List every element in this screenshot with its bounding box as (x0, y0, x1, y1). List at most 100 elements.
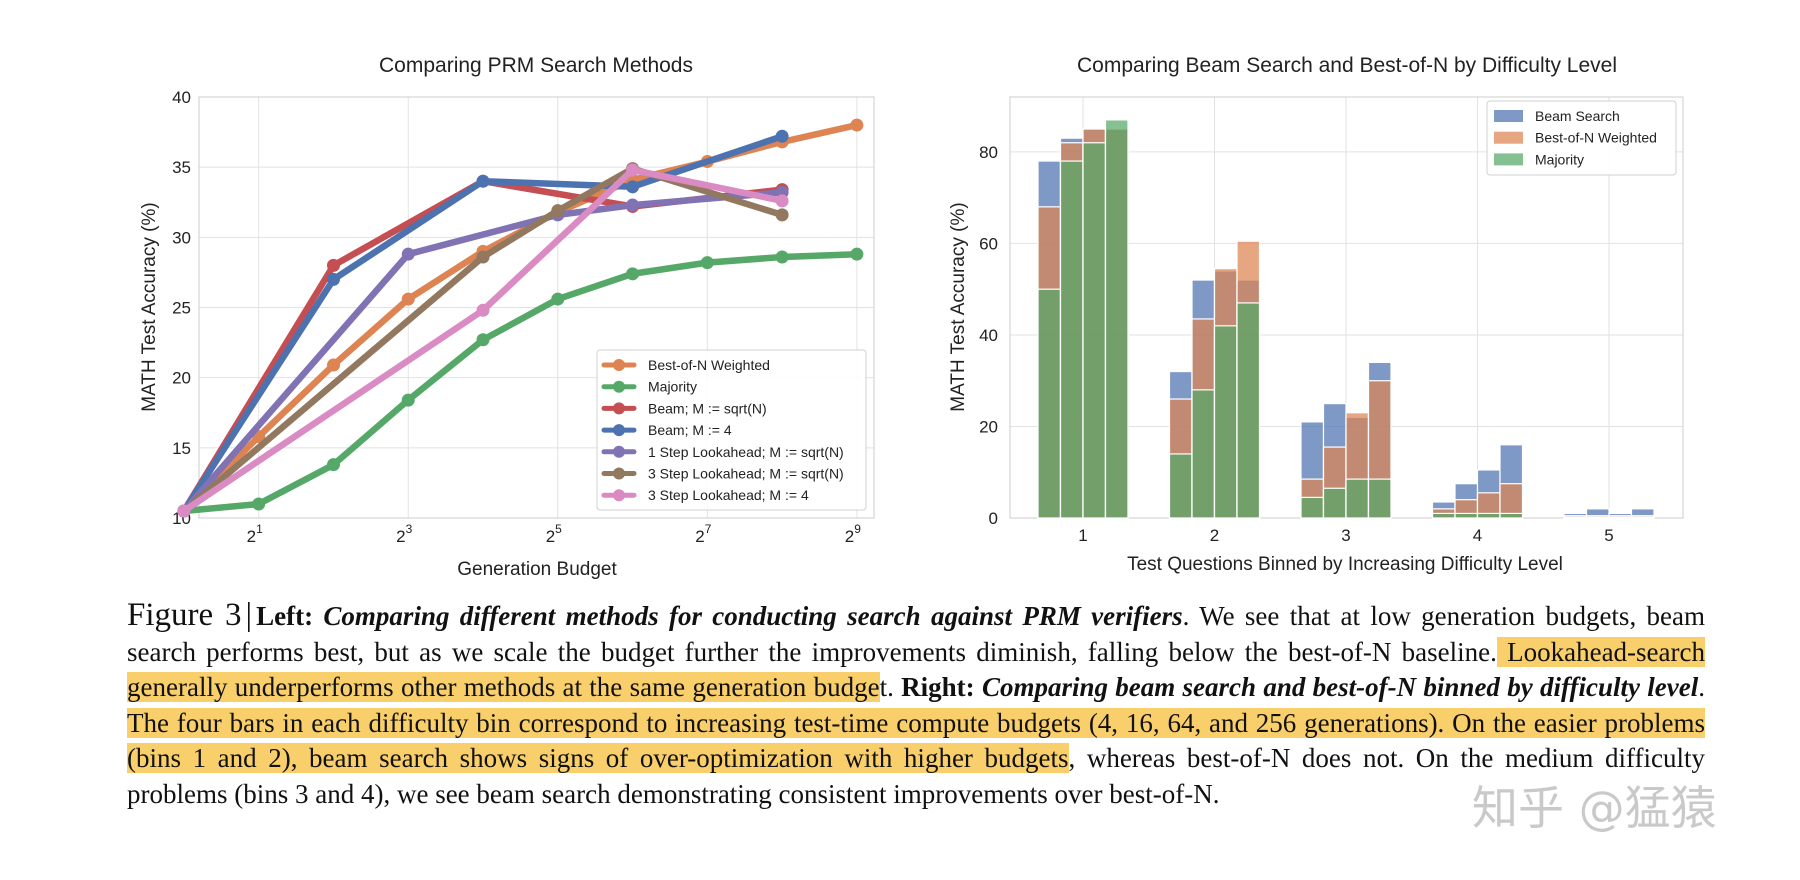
data-point-beam-m-sqrt-n (326, 258, 340, 272)
right-x-tick-label: 2 (1210, 526, 1219, 545)
series-majority (177, 247, 864, 518)
series-3-step-lookahead-m-sqrt-n (177, 162, 789, 518)
caption-sentence-2-tail: t. (879, 672, 902, 702)
data-point-3-step-lookahead-m-4 (626, 163, 640, 177)
bar-majority (1585, 516, 1610, 519)
right-y-tick-label: 40 (979, 326, 998, 345)
bar-majority (1563, 516, 1588, 519)
caption-figure-number: Figure 3 (127, 597, 242, 633)
legend-label-best-of-n-weighted: Best-of-N Weighted (648, 357, 770, 373)
caption-separator: | (245, 597, 253, 633)
legend-swatch-majority (1494, 153, 1523, 166)
data-point-best-of-n-weighted (850, 118, 864, 132)
data-point-1-step-lookahead-m-sqrt-n (401, 247, 415, 261)
legend-label-majority: Majority (1535, 151, 1584, 167)
right-y-axis-label: MATH Test Accuracy (%) (948, 202, 969, 411)
legend-marker-3-step-lookahead-m-sqrt-n (613, 467, 625, 480)
caption-right-label: Right: (901, 672, 975, 702)
data-point-majority (775, 250, 789, 264)
caption-sentence-5: , whereas best-of-N does not. On the med… (127, 743, 1705, 809)
legend-marker-majority (613, 380, 625, 393)
right-x-tick-label: 4 (1473, 526, 1482, 545)
left-y-tick-label: 20 (172, 369, 191, 388)
right-x-tick-label: 1 (1078, 526, 1087, 545)
caption-highlight-four-bars: The four bars in each difficulty bin cor… (127, 707, 1445, 738)
right-bars (1037, 119, 1655, 519)
bar-majority (1168, 453, 1193, 519)
right-y-tick-label: 80 (979, 143, 998, 162)
data-point-3-step-lookahead-m-sqrt-n (476, 250, 490, 264)
right-x-tick-label: 5 (1604, 526, 1613, 545)
right-x-tick-label: 3 (1341, 526, 1350, 545)
data-point-majority (401, 393, 415, 407)
bar-majority (1608, 516, 1633, 519)
data-point-majority (700, 256, 714, 270)
bar-majority (1300, 496, 1325, 519)
data-point-3-step-lookahead-m-4 (177, 504, 191, 518)
bar-majority (1037, 288, 1062, 519)
data-point-1-step-lookahead-m-sqrt-n (626, 198, 640, 212)
right-y-ticks: 0 20 40 60 80 (979, 143, 998, 528)
legend-label-beam-m-sqrt-n: Beam; M := sqrt(N) (648, 400, 767, 416)
left-legend-items: Best-of-N Weighted Majority Beam; M := sqr… (601, 357, 844, 503)
legend-marker-best-of-n-weighted (613, 359, 625, 371)
bar-majority (1499, 512, 1524, 519)
left-y-tick-label: 40 (172, 88, 191, 107)
right-y-tick-label: 60 (979, 234, 998, 253)
data-point-beam-m-4 (775, 129, 789, 143)
data-point-beam-m-4 (326, 272, 340, 286)
right-x-ticks: 1 2 3 4 5 (1078, 526, 1613, 545)
bar-majority (1476, 512, 1501, 519)
bar-majority (1082, 142, 1107, 519)
bar-majority (1367, 478, 1392, 519)
left-chart-title: Comparing PRM Search Methods (379, 54, 693, 77)
legend-marker-beam-m-4 (613, 424, 625, 437)
right-chart-title: Comparing Beam Search and Best-of-N by D… (1077, 54, 1617, 77)
left-y-tick-label: 30 (172, 228, 191, 247)
caption-sentence-3: . (1698, 672, 1705, 702)
data-point-majority (476, 333, 490, 347)
left-x-tick-label: 23 (396, 522, 412, 546)
right-legend: Beam Search Best-of-N Weighted Majority (1486, 100, 1677, 176)
series-line-3-step-lookahead-m-4 (180, 166, 786, 515)
series-line-majority (180, 250, 861, 515)
right-legend-box (1486, 100, 1677, 176)
watermark-text: 知乎 @猛猿 (1472, 781, 1717, 835)
legend-marker-1-step-lookahead-m-sqrt-n (613, 445, 625, 458)
data-point-majority (850, 247, 864, 261)
bar-majority (1322, 487, 1347, 519)
bar-majority (1630, 516, 1655, 519)
legend-marker-3-step-lookahead-m-4 (613, 489, 625, 502)
legend-label-beam-search: Beam Search (1535, 108, 1620, 124)
left-x-axis-label: Generation Budget (457, 559, 617, 580)
bar-majority (1059, 160, 1084, 519)
legend-label-best-of-n-weighted: Best-of-N Weighted (1535, 130, 1657, 146)
legend-swatch-beam-search (1494, 110, 1523, 122)
left-legend-box (596, 349, 867, 511)
data-point-beam-m-4 (626, 180, 640, 194)
left-legend: Best-of-N Weighted Majority Beam; M := sqr… (596, 349, 867, 511)
data-point-majority (326, 458, 340, 472)
bar-majority (1236, 302, 1261, 519)
data-point-3-step-lookahead-m-4 (476, 303, 490, 317)
legend-label-3-step-lookahead-m-sqrt-n: 3 Step Lookahead; M := sqrt(N) (648, 466, 844, 482)
legend-label-beam-m-4: Beam; M := 4 (648, 422, 732, 438)
caption-period: . (1490, 636, 1497, 667)
left-y-tick-label: 15 (172, 439, 191, 458)
left-y-tick-label: 35 (172, 158, 191, 177)
left-x-ticks: 21 23 25 27 29 (247, 522, 862, 546)
data-point-best-of-n-weighted (326, 358, 340, 372)
data-point-best-of-n-weighted (401, 292, 415, 306)
bar-majority (1213, 325, 1238, 519)
bar-majority (1345, 478, 1370, 519)
left-series (177, 118, 864, 518)
left-x-tick-label: 29 (845, 522, 861, 546)
figure-panels: Comparing PRM Search Methods 10152025303… (139, 54, 1684, 580)
legend-label-majority: Majority (648, 379, 697, 395)
data-point-majority (551, 292, 565, 306)
right-legend-items: Beam Search Best-of-N Weighted Majority (1494, 108, 1657, 167)
legend-swatch-best-of-n-weighted (1494, 131, 1523, 144)
legend-label-3-step-lookahead-m-4: 3 Step Lookahead; M := 4 (648, 487, 809, 503)
series-3-step-lookahead-m-4 (177, 163, 789, 518)
